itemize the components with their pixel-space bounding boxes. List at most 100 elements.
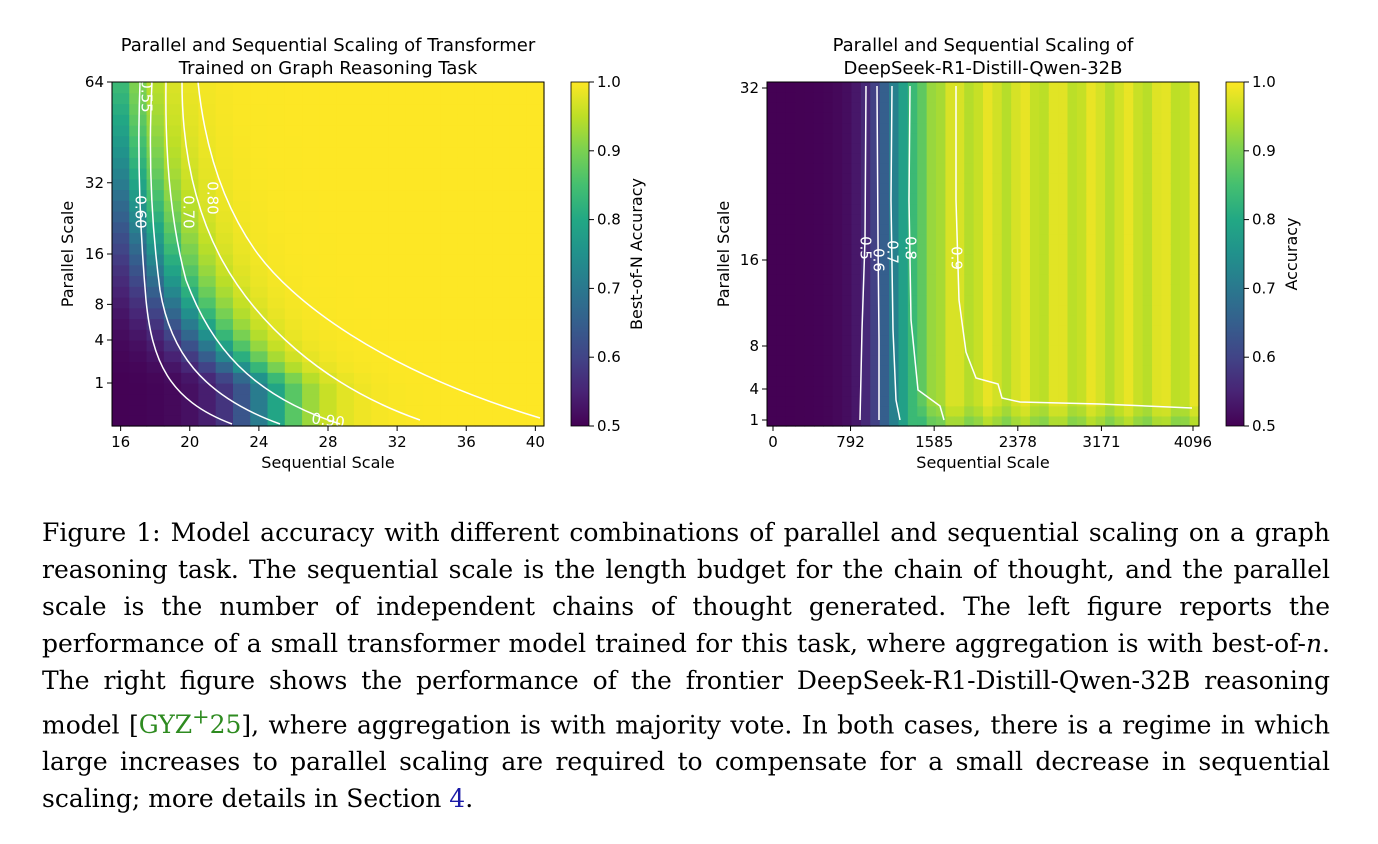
right-heatmap-cell bbox=[889, 294, 900, 306]
right-heatmap-cell bbox=[795, 405, 806, 417]
left-heatmap-cell bbox=[146, 275, 165, 287]
right-heatmap-cell bbox=[926, 92, 937, 103]
right-heatmap-cell bbox=[813, 324, 824, 336]
right-heatmap-cell bbox=[954, 152, 965, 164]
right-heatmap-cell bbox=[898, 345, 909, 356]
right-heatmap-cell bbox=[1170, 183, 1181, 194]
left-heatmap-cell bbox=[371, 146, 390, 158]
left-heatmap-cell bbox=[371, 232, 390, 244]
left-heatmap-cell bbox=[267, 82, 286, 94]
right-heatmap-cell bbox=[1161, 264, 1172, 275]
right-heatmap-cell bbox=[992, 173, 1003, 184]
right-heatmap-cell bbox=[832, 183, 843, 194]
right-heatmap-cell bbox=[870, 243, 881, 255]
right-heatmap-cell bbox=[851, 243, 862, 255]
left-chart: Parallel and Sequential Scaling of Trans… bbox=[58, 35, 646, 472]
left-heatmap-cell bbox=[457, 264, 476, 277]
citation-link[interactable]: GYZ+25 bbox=[139, 705, 242, 739]
left-heatmap-cell bbox=[129, 404, 148, 416]
right-heatmap-cell bbox=[889, 375, 900, 387]
right-heatmap-cell bbox=[823, 213, 834, 225]
right-heatmap-cell bbox=[907, 102, 918, 113]
left-heatmap-cell bbox=[163, 307, 182, 320]
right-heatmap-cell bbox=[813, 314, 824, 326]
right-heatmap-cell bbox=[1048, 162, 1059, 174]
right-heatmap-cell bbox=[1133, 193, 1144, 205]
left-heatmap-cell bbox=[232, 393, 251, 406]
left-heatmap-cell bbox=[423, 92, 441, 105]
right-heatmap-cell bbox=[1105, 183, 1116, 194]
right-heatmap-cell bbox=[804, 395, 815, 407]
right-heatmap-cell bbox=[1048, 82, 1059, 93]
right-heatmap-cell bbox=[926, 152, 937, 164]
left-heatmap-cell bbox=[474, 189, 493, 201]
right-heatmap-cell bbox=[917, 264, 928, 275]
right-heatmap-cell bbox=[898, 304, 909, 316]
left-heatmap-cell bbox=[163, 297, 182, 309]
right-heatmap-cell bbox=[917, 183, 928, 194]
left-heatmap-cell bbox=[457, 254, 476, 266]
right-heatmap-cell bbox=[1086, 193, 1097, 205]
left-heatmap-cell bbox=[405, 383, 424, 395]
right-heatmap-cell bbox=[804, 213, 815, 225]
right-heatmap-cell bbox=[1180, 213, 1191, 225]
figure: Parallel and Sequential Scaling of Trans… bbox=[58, 35, 1301, 472]
left-heatmap-cell bbox=[215, 383, 234, 395]
left-heatmap-cell bbox=[457, 114, 476, 126]
right-heatmap-cell bbox=[767, 152, 777, 164]
right-heatmap-cell bbox=[832, 395, 843, 407]
left-y-tick-label: 64 bbox=[85, 73, 104, 91]
right-heatmap-cell bbox=[860, 274, 871, 285]
left-heatmap-cell bbox=[232, 307, 251, 320]
left-heatmap-cell bbox=[181, 415, 199, 427]
left-heatmap-cell bbox=[284, 264, 303, 277]
left-heatmap-cell bbox=[526, 383, 545, 395]
right-heatmap-cell bbox=[1161, 254, 1172, 265]
right-heatmap-cell bbox=[842, 82, 853, 93]
left-heatmap-cell bbox=[526, 307, 545, 320]
right-heatmap-cell bbox=[1086, 173, 1097, 184]
right-heatmap-cell bbox=[1001, 102, 1012, 113]
right-heatmap-cell bbox=[1029, 314, 1040, 326]
right-heatmap-cell bbox=[926, 193, 937, 205]
right-heatmap-cell bbox=[1058, 152, 1069, 164]
section-ref-link[interactable]: 4 bbox=[449, 784, 466, 814]
right-heatmap-cell bbox=[1105, 405, 1116, 417]
right-heatmap-cell bbox=[1001, 82, 1012, 93]
left-heatmap-cell bbox=[232, 318, 251, 330]
right-heatmap-cell bbox=[776, 223, 787, 235]
right-heatmap-cell bbox=[785, 334, 796, 346]
left-heatmap-cell bbox=[129, 350, 148, 363]
right-heatmap-cell bbox=[1076, 254, 1087, 265]
right-heatmap-cell bbox=[823, 284, 834, 296]
right-heatmap-cell bbox=[983, 112, 993, 124]
right-heatmap-cell bbox=[1114, 132, 1125, 144]
right-heatmap-cell bbox=[992, 405, 1003, 417]
left-heatmap-cell bbox=[388, 340, 407, 352]
left-contour-label: 0.55 bbox=[138, 79, 156, 112]
left-heatmap-cell bbox=[371, 178, 390, 191]
right-heatmap-cell bbox=[1170, 385, 1181, 397]
right-heatmap-cell bbox=[870, 385, 881, 397]
right-heatmap-cell bbox=[1142, 284, 1153, 296]
left-heatmap-cell bbox=[457, 340, 476, 352]
right-heatmap-cell bbox=[973, 122, 984, 134]
right-heatmap-cell bbox=[992, 122, 1003, 134]
right-heatmap-cell bbox=[945, 203, 956, 215]
right-heatmap-cell bbox=[1095, 173, 1106, 184]
right-heatmap-cell bbox=[945, 274, 956, 285]
left-heatmap-cell bbox=[474, 135, 493, 148]
left-heatmap-cell bbox=[319, 297, 338, 309]
right-heatmap-cell bbox=[1011, 183, 1022, 194]
left-heatmap-cell bbox=[457, 275, 476, 287]
right-heatmap-cell bbox=[804, 183, 815, 194]
right-heatmap-cell bbox=[1039, 284, 1050, 296]
right-heatmap-cell bbox=[954, 345, 965, 356]
right-heatmap-cell bbox=[1123, 385, 1134, 397]
left-heatmap-cell bbox=[146, 350, 165, 363]
left-heatmap-cell bbox=[474, 221, 493, 234]
left-heatmap-cell bbox=[353, 361, 372, 373]
right-heatmap-cell bbox=[907, 142, 918, 154]
right-heatmap-cell bbox=[945, 173, 956, 184]
right-heatmap-cell bbox=[926, 183, 937, 194]
